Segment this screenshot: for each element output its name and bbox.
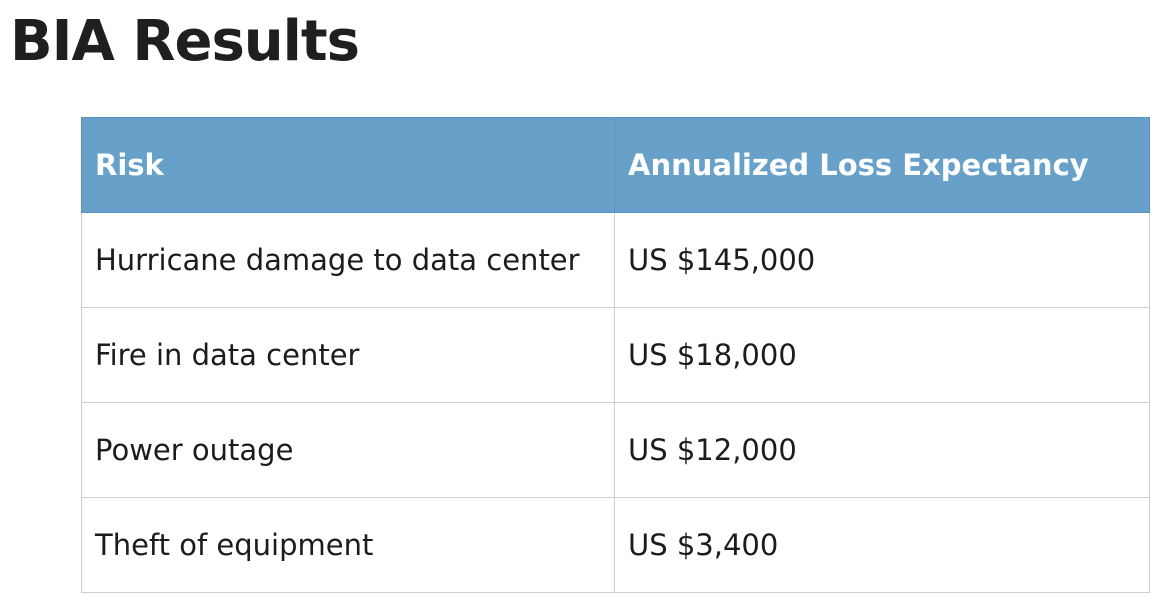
risk-cell: Hurricane damage to data center xyxy=(81,212,615,308)
column-header-risk: Risk xyxy=(81,117,615,213)
ale-cell: US $12,000 xyxy=(614,402,1150,498)
table-row: Fire in data center US $18,000 xyxy=(81,307,1150,403)
table-header-row: Risk Annualized Loss Expectancy xyxy=(81,117,1150,213)
risk-cell: Power outage xyxy=(81,402,615,498)
column-header-annualized-loss-expectancy: Annualized Loss Expectancy xyxy=(614,117,1150,213)
risk-cell: Fire in data center xyxy=(81,307,615,403)
table-row: Hurricane damage to data center US $145,… xyxy=(81,212,1150,308)
bia-results-table: Risk Annualized Loss Expectancy Hurrican… xyxy=(81,117,1150,593)
table-row: Theft of equipment US $3,400 xyxy=(81,497,1150,593)
table-row: Power outage US $12,000 xyxy=(81,402,1150,498)
page-title: BIA Results xyxy=(10,9,360,74)
risk-cell: Theft of equipment xyxy=(81,497,615,593)
ale-cell: US $18,000 xyxy=(614,307,1150,403)
ale-cell: US $145,000 xyxy=(614,212,1150,308)
ale-cell: US $3,400 xyxy=(614,497,1150,593)
